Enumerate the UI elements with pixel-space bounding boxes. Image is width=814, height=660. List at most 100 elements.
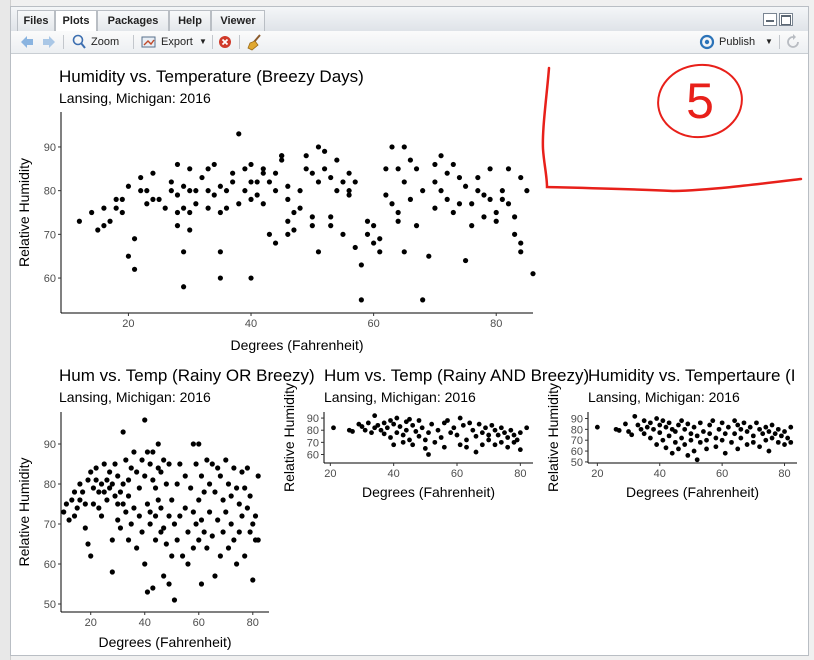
scatter-point [629,432,635,438]
scatter-plot-rainy-and-breezy: Hum vs. Temp (Rainy AND Breezy) Lansing, … [281,366,589,500]
scatter-point [647,435,653,441]
scatter-point [228,521,234,527]
scatter-point [217,275,223,281]
scatter-point [242,188,248,194]
scatter-point [161,525,167,531]
remove-plot-icon [219,36,231,48]
scatter-point [190,441,196,447]
scatter-point [391,421,397,427]
scatter-point [441,444,447,450]
tab-plots[interactable]: Plots [55,10,97,32]
zoom-button[interactable]: Zoom [71,33,129,51]
scatter-point [754,420,759,426]
maximize-icon[interactable] [779,13,793,26]
scatter-point [185,529,191,535]
plots-toolbar: Zoom Export ▼ Publish ▼ [11,31,808,54]
magnifier-icon [72,34,86,49]
scatter-point [206,481,213,487]
scatter-point [473,449,479,455]
scatter-point [750,439,756,445]
scatter-point [682,442,688,447]
minimize-icon[interactable] [763,13,777,26]
publish-button[interactable]: Publish ▼ [699,33,779,51]
scatter-point [101,461,107,467]
scatter-point [150,477,156,483]
scatter-point [174,481,180,487]
tab-packages[interactable]: Packages [97,10,169,31]
scatter-point [450,161,456,168]
scatter-point [217,249,223,255]
export-button[interactable]: Export ▼ [141,33,207,51]
scatter-point [487,166,493,172]
scatter-point [340,179,346,185]
scatter-point [248,179,254,185]
clear-plots-button[interactable] [246,33,264,51]
scatter-point [211,192,217,198]
scatter-point [212,489,218,495]
tab-help[interactable]: Help [169,10,211,31]
scatter-point [206,509,213,515]
scatter-point [96,505,102,511]
x-tick-label: 60 [367,318,379,330]
scatter-point [242,553,248,559]
scatter-point [691,424,697,430]
tab-files[interactable]: Files [17,10,55,31]
scatter-point [131,449,137,455]
scatter-point [467,420,473,426]
scatter-point [524,188,530,194]
tab-viewer[interactable]: Viewer [211,10,265,31]
back-button[interactable] [19,33,35,51]
scatter-point [346,192,352,198]
scatter-point [123,509,129,515]
scatter-point [248,275,254,281]
scatter-point [205,205,211,211]
scatter-point [456,174,463,181]
scatter-point [248,196,254,202]
remove-plot-button[interactable] [218,33,234,51]
y-tick-label: 90 [44,439,56,451]
scatter-point [120,429,126,435]
scatter-point [303,166,309,172]
scatter-point [212,573,218,579]
scatter-point [481,192,487,198]
y-tick-label: 80 [307,425,319,437]
scatter-point [779,433,784,439]
scatter-point [101,205,107,211]
scatter-point [217,553,223,559]
scatter-point [303,153,309,159]
scatter-point [196,497,202,503]
scatter-point [747,424,753,430]
scatter-point [518,174,524,181]
scatter-point [694,433,700,439]
annotation-stroke [541,66,803,193]
scatter-point [190,509,196,515]
scatter-point [719,420,725,426]
scatter-point [707,431,713,437]
scatter-point [260,166,266,172]
scatter-point [644,424,650,430]
scatter-point [328,214,334,220]
scatter-point [679,435,684,441]
scatter-point [679,418,684,424]
publish-label: Publish [719,36,756,48]
scatter-point [782,442,787,447]
forward-button[interactable] [41,33,57,51]
scatter-point [142,561,148,567]
scatter-point [115,501,121,507]
scatter-point [247,493,253,499]
scatter-point [88,469,94,475]
scatter-point [279,157,285,163]
scatter-point [144,501,151,507]
scatter-point [180,205,187,211]
export-dropdown-icon: ▼ [199,37,207,46]
scatter-point [410,442,416,448]
x-tick-label: 40 [139,617,151,629]
scatter-point [98,513,105,519]
scatter-point [744,442,750,447]
scatter-point [180,183,187,189]
scatter-point [123,457,129,463]
y-tick-label: 70 [44,229,56,241]
scatter-point [233,485,240,491]
scatter-point [647,420,653,426]
refresh-button[interactable] [785,33,801,51]
